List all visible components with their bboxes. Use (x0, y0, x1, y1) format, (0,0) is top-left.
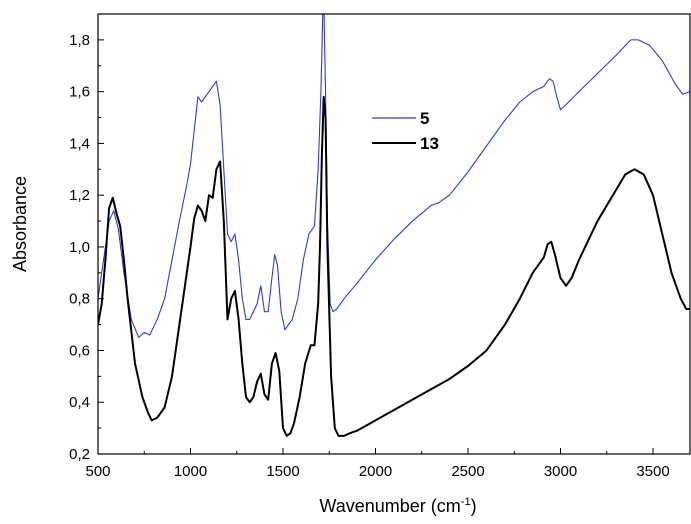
y-axis: 0,2 0,4 0,6 0,8 1,0 1,2 1,4 1,6 1,8 (69, 32, 104, 463)
x-axis: 500 1000 1500 2000 2500 3000 3500 (85, 448, 670, 480)
legend-label-series-5: 5 (420, 109, 429, 128)
x-axis-title: Wavenumber (cm-1) (319, 496, 476, 516)
series-line-5 (98, 14, 690, 339)
y-tick-label: 0,6 (69, 342, 90, 359)
y-tick-label: 1,2 (69, 187, 90, 204)
series-line-13 (98, 95, 690, 437)
y-tick-label: 0,2 (69, 446, 90, 463)
x-tick-label: 1500 (266, 463, 299, 480)
y-tick-label: 1,4 (69, 135, 90, 152)
x-tick-label: 3000 (544, 463, 577, 480)
x-tick-label: 2000 (359, 463, 392, 480)
y-axis-title: Absorbance (10, 176, 30, 272)
x-axis-title-close: ) (471, 496, 477, 516)
x-axis-title-unit-exponent: -1 (461, 496, 471, 508)
y-tick-label: 1,8 (69, 32, 90, 49)
y-tick-label: 1,6 (69, 84, 90, 101)
legend: 5 13 (372, 109, 439, 153)
x-tick-label: 2500 (451, 463, 484, 480)
x-tick-label: 3500 (636, 463, 669, 480)
plot-frame (97, 13, 691, 455)
series-layer (98, 14, 690, 437)
y-tick-label: 1,0 (69, 239, 90, 256)
x-tick-label: 500 (85, 463, 110, 480)
y-tick-label: 0,4 (69, 394, 90, 411)
y-tick-label: 0,8 (69, 291, 90, 308)
x-tick-label: 1000 (174, 463, 207, 480)
x-axis-title-main: Wavenumber (cm (319, 496, 460, 516)
legend-label-series-13: 13 (420, 134, 439, 153)
